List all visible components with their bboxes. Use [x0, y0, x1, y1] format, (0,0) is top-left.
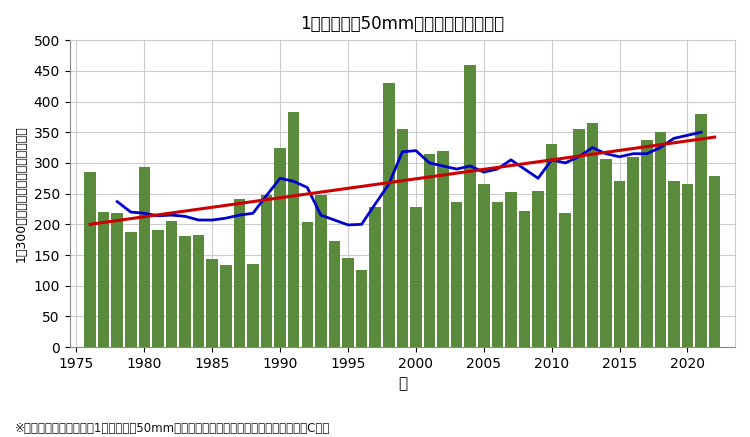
- Bar: [464, 65, 476, 347]
- Bar: [274, 148, 286, 347]
- Bar: [410, 207, 422, 347]
- Bar: [668, 181, 680, 347]
- Bar: [573, 128, 584, 347]
- Bar: [233, 198, 245, 347]
- Bar: [193, 236, 205, 347]
- Bar: [288, 112, 299, 347]
- Bar: [491, 201, 503, 347]
- Bar: [383, 83, 394, 347]
- Bar: [586, 123, 598, 347]
- Bar: [695, 114, 706, 347]
- Bar: [206, 259, 218, 347]
- Bar: [370, 207, 381, 347]
- Bar: [397, 129, 408, 347]
- Bar: [519, 211, 530, 347]
- Bar: [437, 151, 448, 347]
- Bar: [315, 195, 327, 347]
- Bar: [682, 184, 693, 347]
- Bar: [98, 212, 109, 347]
- Bar: [328, 241, 340, 347]
- Title: 1時間降水量50mm以上の年間発生回数: 1時間降水量50mm以上の年間発生回数: [300, 15, 505, 33]
- Bar: [478, 184, 490, 347]
- Text: ※出典　気象庁：全国の1時間降水量50mm以上の年間発生回数の経年変化から県適応C作成: ※出典 気象庁：全国の1時間降水量50mm以上の年間発生回数の経年変化から県適応…: [15, 422, 330, 435]
- X-axis label: 年: 年: [398, 376, 407, 392]
- Bar: [342, 258, 354, 347]
- Bar: [614, 181, 626, 347]
- Bar: [84, 171, 96, 347]
- Bar: [506, 192, 517, 347]
- Bar: [152, 230, 164, 347]
- Bar: [166, 221, 177, 347]
- Bar: [125, 232, 136, 347]
- Bar: [655, 132, 666, 347]
- Bar: [424, 154, 435, 347]
- Bar: [641, 140, 652, 347]
- Bar: [709, 177, 721, 347]
- Bar: [546, 145, 557, 347]
- Bar: [112, 213, 123, 347]
- Y-axis label: 1，300地点あたりの発生回数（回）: 1，300地点あたりの発生回数（回）: [15, 125, 28, 262]
- Bar: [600, 159, 612, 347]
- Bar: [302, 222, 313, 347]
- Bar: [139, 167, 150, 347]
- Bar: [220, 265, 232, 347]
- Bar: [261, 195, 272, 347]
- Bar: [532, 191, 544, 347]
- Bar: [451, 202, 463, 347]
- Bar: [179, 236, 190, 347]
- Bar: [248, 264, 259, 347]
- Bar: [356, 270, 368, 347]
- Bar: [628, 157, 639, 347]
- Bar: [560, 213, 571, 347]
